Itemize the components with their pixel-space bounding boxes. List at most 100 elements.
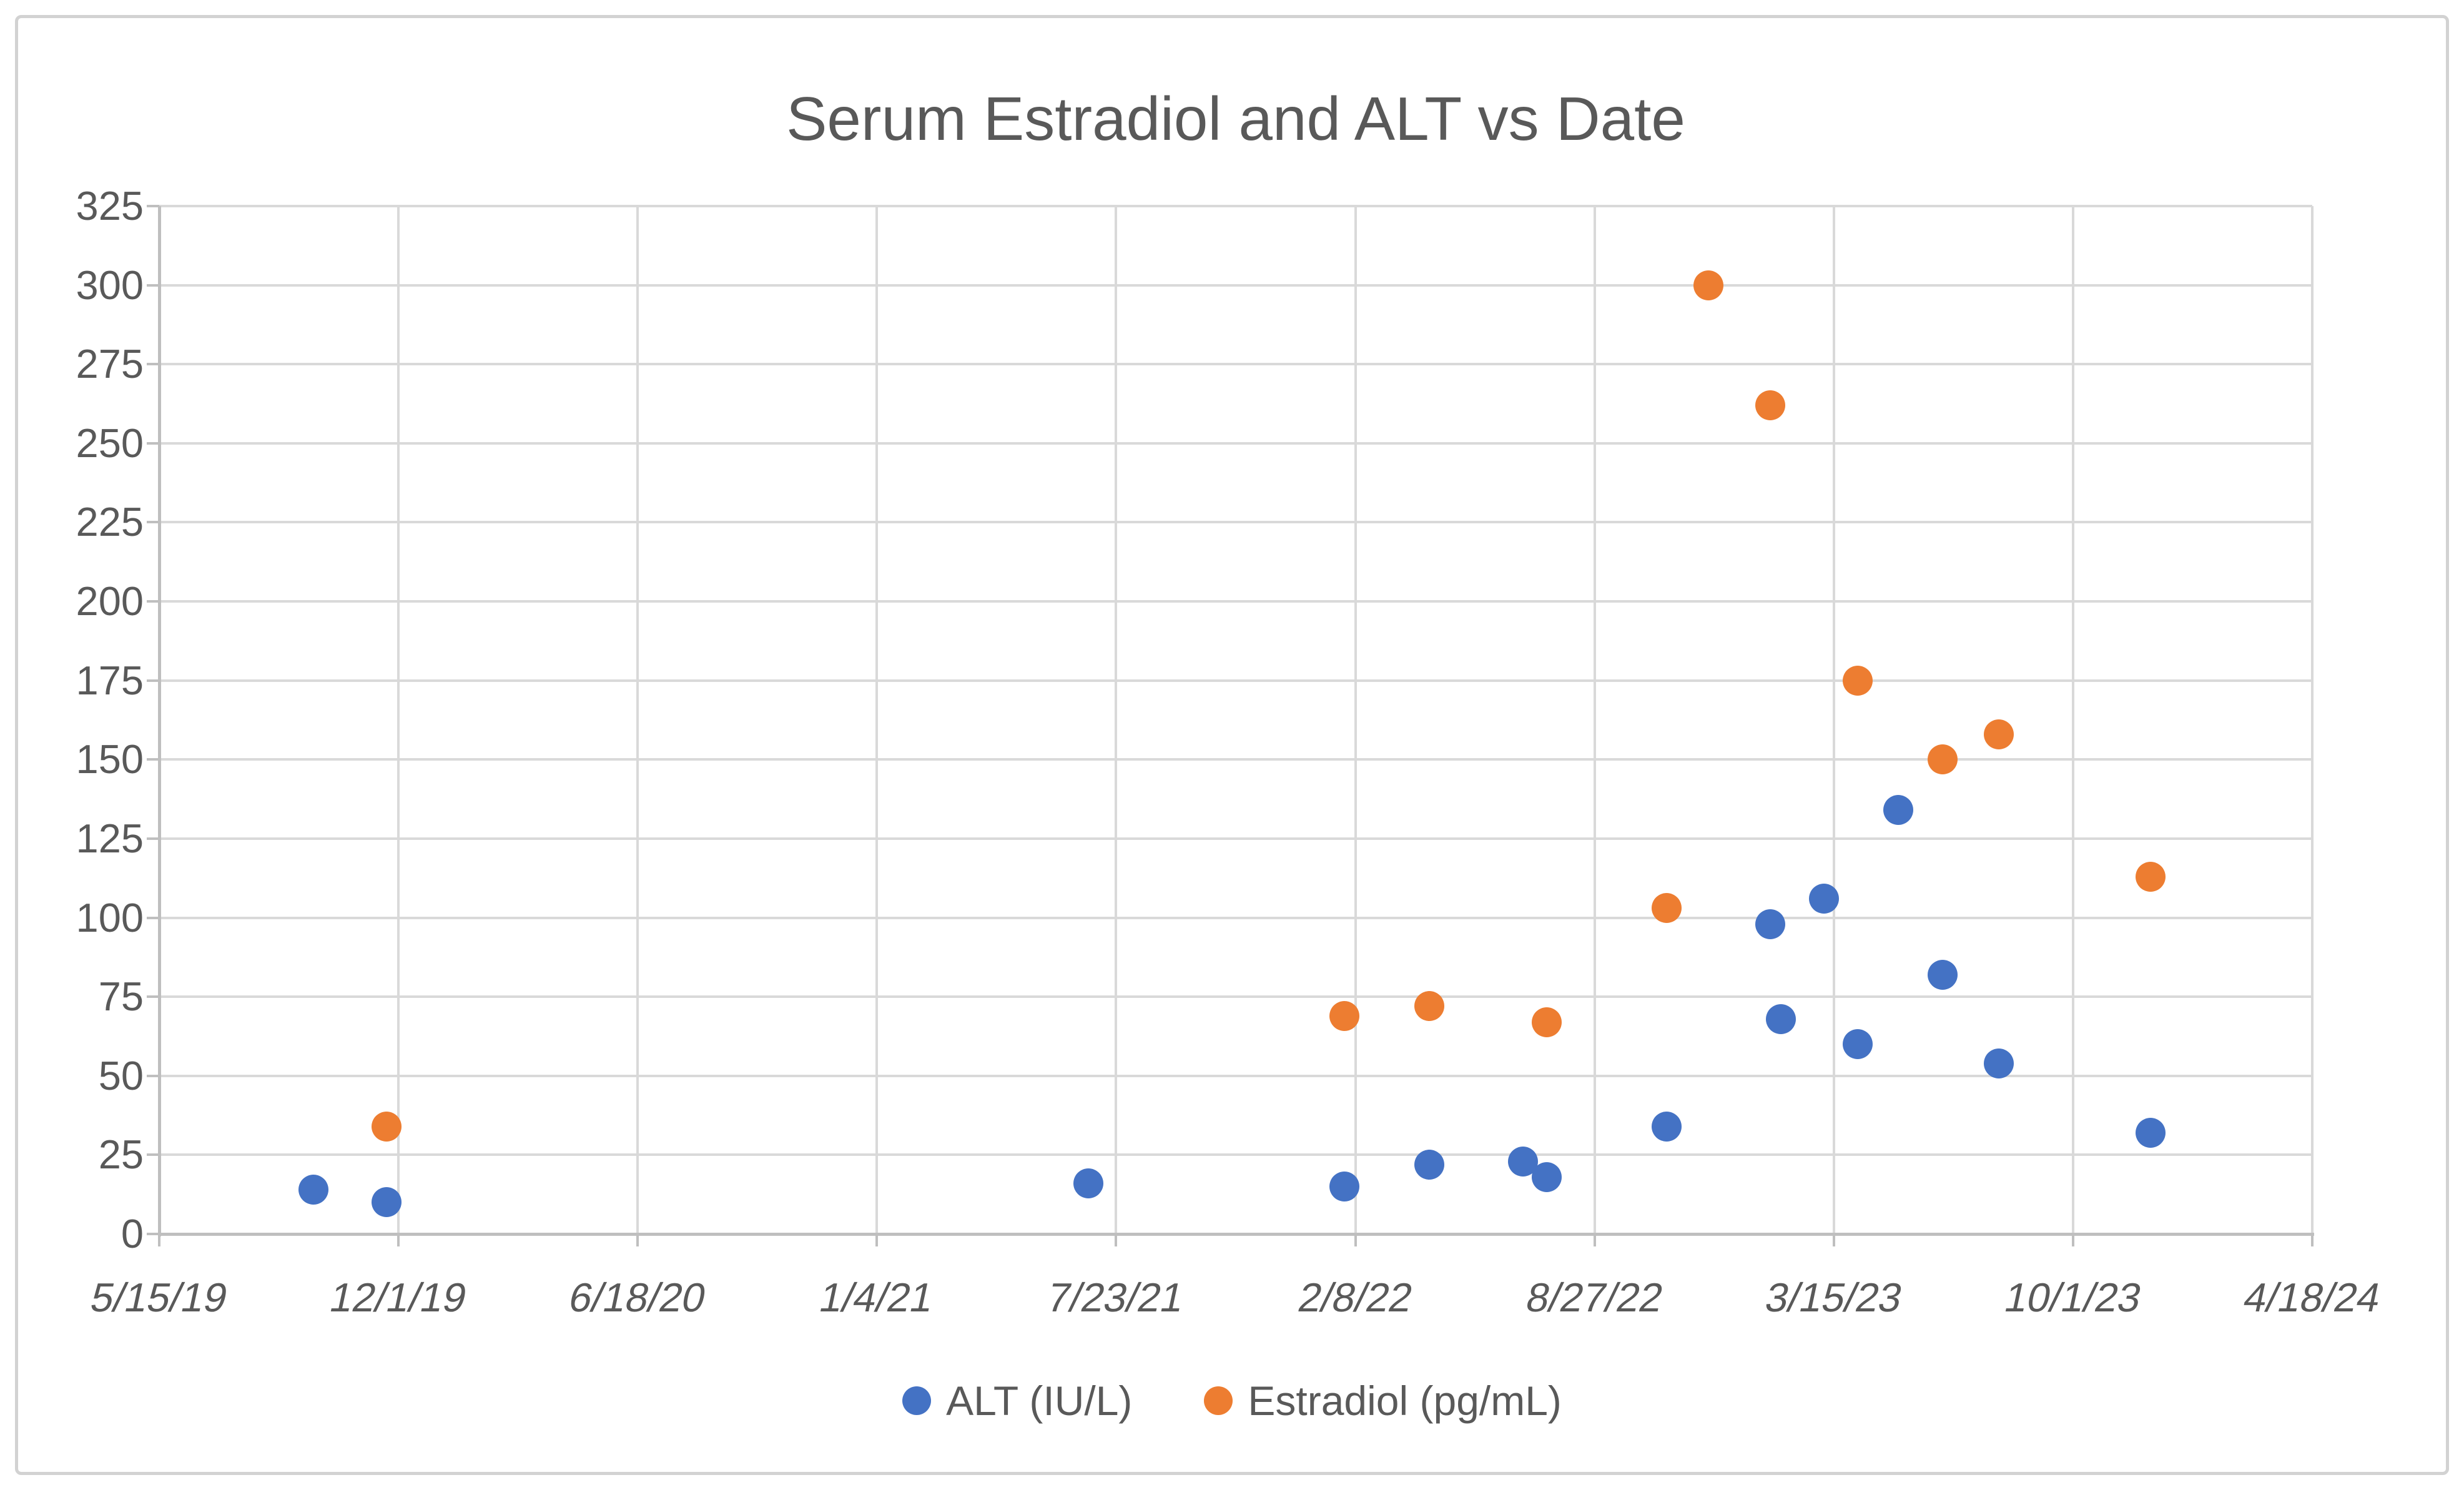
y-axis-tick: [147, 1233, 159, 1235]
y-tick-label: 250: [76, 420, 144, 466]
y-gridline: [159, 837, 2312, 840]
legend-marker-estradiol-icon: [1204, 1386, 1233, 1415]
chart-title[interactable]: Serum Estradiol and ALT vs Date: [786, 84, 1685, 153]
data-point-alt[interactable]: [1766, 1004, 1796, 1034]
y-gridline: [159, 363, 2312, 366]
x-axis-tick: [1115, 1234, 1118, 1246]
x-axis-tick: [1832, 1234, 1835, 1246]
legend-label-alt: ALT (IU/L): [946, 1378, 1133, 1424]
x-gridline: [875, 206, 879, 1234]
data-point-alt[interactable]: [1532, 1162, 1562, 1192]
data-point-alt[interactable]: [1329, 1172, 1360, 1202]
y-axis-tick: [147, 837, 159, 840]
data-point-estradiol[interactable]: [371, 1111, 402, 1142]
y-axis-tick: [147, 363, 159, 366]
data-point-estradiol[interactable]: [1329, 1000, 1360, 1031]
data-point-alt[interactable]: [1928, 959, 1958, 990]
y-axis-tick: [147, 679, 159, 682]
y-gridline: [159, 679, 2312, 682]
x-gridline: [1354, 206, 1357, 1234]
x-gridline: [397, 206, 400, 1234]
y-axis-tick: [147, 600, 159, 603]
x-axis-tick: [1593, 1234, 1596, 1246]
x-axis-tick: [158, 1234, 160, 1246]
data-point-estradiol[interactable]: [1693, 270, 1723, 300]
x-axis-line: [158, 1233, 2314, 1236]
legend-item-alt[interactable]: ALT (IU/L): [902, 1377, 1132, 1424]
legend-label-estradiol: Estradiol (pg/mL): [1248, 1378, 1562, 1424]
x-tick-label: 12/1/19: [326, 1275, 471, 1320]
data-point-alt[interactable]: [1755, 909, 1786, 939]
x-axis-tick: [397, 1234, 400, 1246]
data-point-alt[interactable]: [1843, 1029, 1873, 1060]
data-point-estradiol[interactable]: [1843, 665, 1873, 696]
y-axis-tick: [147, 521, 159, 524]
y-axis-tick: [147, 1153, 159, 1157]
x-axis-tick: [636, 1234, 639, 1246]
y-gridline: [159, 284, 2312, 287]
x-tick-label: 3/15/23: [1761, 1275, 1907, 1320]
x-gridline: [1115, 206, 1118, 1234]
y-gridline: [159, 600, 2312, 603]
y-axis-line: [158, 206, 161, 1236]
y-gridline: [159, 916, 2312, 919]
x-tick-label: 7/23/21: [1043, 1275, 1189, 1320]
y-gridline: [159, 995, 2312, 999]
legend: ALT (IU/L) Estradiol (pg/mL): [0, 1377, 2464, 1424]
y-gridline: [159, 1074, 2312, 1077]
y-tick-label: 25: [98, 1132, 144, 1178]
data-point-alt[interactable]: [1651, 1111, 1682, 1142]
y-tick-label: 225: [76, 499, 144, 545]
x-axis-tick: [875, 1234, 879, 1246]
legend-item-estradiol[interactable]: Estradiol (pg/mL): [1204, 1377, 1562, 1424]
data-point-alt[interactable]: [1073, 1168, 1104, 1198]
y-axis-tick: [147, 284, 159, 287]
data-point-estradiol[interactable]: [1928, 744, 1958, 775]
x-tick-label: 6/18/20: [565, 1275, 711, 1320]
x-tick-label: 10/1/23: [2000, 1275, 2146, 1320]
data-point-alt[interactable]: [1414, 1149, 1445, 1180]
y-axis-tick: [147, 1074, 159, 1077]
y-tick-label: 300: [76, 262, 144, 308]
x-axis-tick: [2311, 1234, 2314, 1246]
y-axis-tick: [147, 205, 159, 207]
data-point-estradiol[interactable]: [1414, 991, 1445, 1022]
y-tick-label: 200: [76, 578, 144, 624]
y-tick-label: 100: [76, 894, 144, 940]
y-axis-tick: [147, 442, 159, 445]
y-tick-label: 275: [76, 341, 144, 387]
y-gridline: [159, 521, 2312, 524]
x-tick-label: 1/4/21: [816, 1275, 939, 1320]
x-tick-label: 8/27/22: [1522, 1275, 1667, 1320]
y-tick-label: 0: [121, 1211, 144, 1256]
data-point-estradiol[interactable]: [2136, 861, 2166, 892]
legend-marker-alt-icon: [902, 1386, 932, 1415]
x-gridline: [1832, 206, 1835, 1234]
y-axis-tick: [147, 995, 159, 999]
y-axis-tick: [147, 916, 159, 919]
y-tick-label: 325: [76, 183, 144, 229]
data-point-alt[interactable]: [1809, 884, 1840, 914]
x-tick-label: 5/15/19: [86, 1275, 232, 1320]
y-gridline: [159, 1153, 2312, 1157]
data-point-alt[interactable]: [2136, 1117, 2166, 1148]
x-tick-label: 4/18/24: [2239, 1275, 2385, 1320]
data-point-alt[interactable]: [1984, 1048, 2014, 1078]
data-point-alt[interactable]: [298, 1175, 329, 1205]
y-gridline: [159, 205, 2312, 207]
x-gridline: [1593, 206, 1596, 1234]
data-point-estradiol[interactable]: [1651, 893, 1682, 924]
data-point-estradiol[interactable]: [1984, 719, 2014, 749]
x-axis-tick: [1354, 1234, 1357, 1246]
data-point-estradiol[interactable]: [1755, 390, 1786, 421]
x-axis-tick: [2071, 1234, 2074, 1246]
data-point-alt[interactable]: [371, 1187, 402, 1218]
data-point-estradiol[interactable]: [1532, 1007, 1562, 1037]
y-tick-label: 125: [76, 815, 144, 861]
y-gridline: [159, 758, 2312, 761]
y-tick-label: 75: [98, 974, 144, 1020]
y-gridline: [159, 442, 2312, 445]
data-point-alt[interactable]: [1883, 795, 1914, 826]
